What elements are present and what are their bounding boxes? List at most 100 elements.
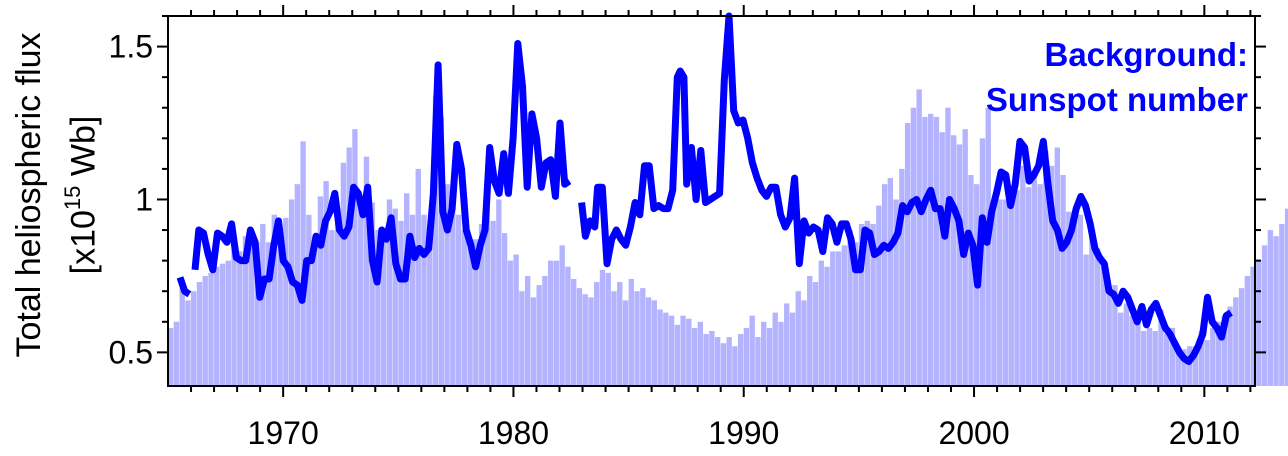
sunspot-bar [945,107,951,387]
sunspot-bar [818,260,824,386]
sunspot-bar [766,327,773,386]
sunspot-bar [812,282,819,386]
sunspot-bar [651,300,657,386]
x-tick-label: 1970 [248,415,319,451]
sunspot-bar [761,321,767,386]
sunspot-bar [421,214,427,386]
sunspot-bar [628,278,634,386]
sunspot-bar [461,230,467,386]
sunspot-bar [196,282,203,386]
sunspot-bar [749,315,755,386]
sunspot-bar [288,199,295,386]
sunspot-bar [501,233,508,386]
sunspot-bar [1187,346,1193,386]
sunspot-bar [997,199,1003,386]
sunspot-bar [1043,150,1049,386]
sunspot-bar [697,321,704,386]
sunspot-bar [1227,306,1233,386]
sunspot-bar [645,297,652,386]
sunspot-bar [214,266,220,386]
sunspot-bar [588,297,594,386]
sunspot-bar [369,202,375,386]
sunspot-bar [386,199,393,386]
sunspot-bar [323,181,329,386]
sunspot-bar [1031,171,1037,386]
sunspot-bar [242,236,249,386]
sunspot-bar [1123,303,1130,386]
sunspot-bar [1238,288,1245,386]
sunspot-bar [404,193,410,386]
sunspot-bar [726,337,732,386]
sunspot-bar [306,214,312,386]
sunspot-bar [1060,175,1066,386]
sunspot-bar [1181,349,1187,386]
sunspot-bar [340,162,347,386]
sunspot-bar [1169,327,1176,386]
sunspot-bar [237,251,243,386]
x-tick-label: 1980 [478,415,549,451]
y-tick-labels: 0.5 1 1.5 [109,29,153,371]
sunspot-bar [1025,187,1032,386]
sunspot-bar [415,168,421,386]
sunspot-bar [1221,315,1227,386]
sunspot-bar [208,272,214,386]
sunspot-bar [599,269,606,386]
sunspot-bar [634,291,640,386]
sunspot-bar [1083,254,1089,386]
y-tick-label: 0.5 [109,334,153,370]
sunspot-bar [571,278,577,386]
sunspot-bar [271,214,277,386]
sunspot-bar [732,346,738,386]
sunspot-bar [864,220,871,386]
sunspot-bar [594,282,600,386]
sunspot-bar [1279,223,1285,386]
sunspot-bar [778,321,784,386]
sunspot-bar [772,312,778,386]
sunspot-bar [1020,165,1026,386]
sunspot-bar [467,245,473,386]
sunspot-bar [611,291,617,386]
sunspot-bar [530,297,537,386]
sunspot-bar [1198,330,1204,386]
sunspot-bar [640,288,646,386]
sunspot-bar [438,116,444,386]
sunspot-bar [536,285,542,386]
sunspot-bar [801,300,807,386]
sunspot-bar [1164,334,1170,386]
sunspot-bar [605,272,611,386]
sunspot-bar [225,260,231,386]
sunspot-bar [899,168,905,386]
sunspot-bar [881,184,888,386]
sunspot-bar [168,327,174,386]
sunspot-bar [1100,266,1107,386]
sunspot-bar [513,254,519,386]
sunspot-bar [933,116,940,386]
plot-frame [167,15,1256,387]
sunspot-bar [835,251,842,386]
x-tick-label: 1990 [708,415,779,451]
sunspot-bar [985,107,991,387]
sunspot-bar [392,208,398,386]
sunspot-bar [668,315,675,386]
sunspot-bar [484,205,491,386]
sunspot-bar [219,263,226,386]
sunspot-bar [565,266,571,386]
sunspot-bar [191,291,197,386]
sunspot-bar [1250,266,1256,386]
sunspot-bar [202,275,208,386]
sunspot-bar [1244,275,1250,386]
x-tick-labels: 1970 1980 1990 2000 2010 [248,415,1240,451]
sunspot-bars [168,89,1288,387]
sunspot-bar [1089,236,1095,386]
sunspot-bar [265,242,272,386]
sunspot-bar [1112,285,1118,386]
sunspot-bar [260,223,266,386]
sunspot-bar [334,211,341,386]
sunspot-bar [968,175,974,386]
sunspot-bar [1077,214,1084,386]
sunspot-bar [755,337,761,386]
sunspot-bar [1106,294,1112,386]
sunspot-bar [956,144,963,386]
sunspot-bar [1066,211,1072,386]
sunspot-bar [622,300,629,386]
